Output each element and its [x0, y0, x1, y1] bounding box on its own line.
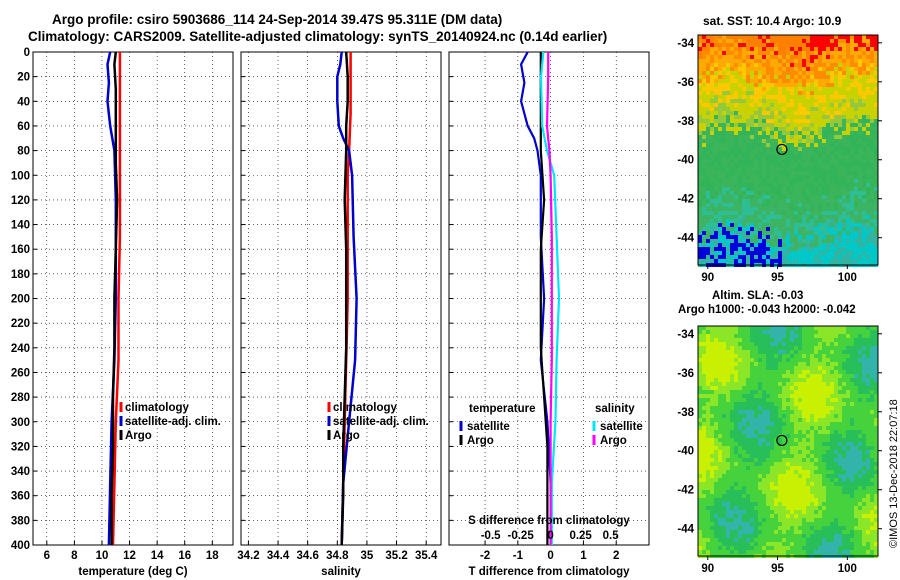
map-y-tick-label: -40	[677, 446, 694, 458]
y-tick-label: 200	[11, 294, 30, 306]
map-y-tick-label: -36	[677, 368, 694, 380]
x-tick-label: 10	[96, 550, 109, 562]
top-tick-label: 0.5	[603, 530, 620, 542]
y-tick-label: 120	[11, 195, 30, 207]
map-x-tick-label: 95	[771, 563, 784, 575]
sla-map-title-1: Altim. SLA: -0.03	[712, 290, 804, 302]
series-climatology	[111, 52, 122, 546]
legend-label: climatology	[125, 402, 190, 414]
y-tick-label: 20	[17, 72, 30, 84]
map-y-tick-label: -44	[677, 233, 694, 245]
y-tick-label: 160	[11, 244, 30, 256]
map-y-tick-label: -42	[677, 194, 694, 206]
legend-title-temperature: temperature	[469, 403, 535, 415]
series-satellite-adj-clim-	[336, 51, 358, 546]
legend-label: satellite-adj. clim.	[333, 416, 429, 428]
series-salinity-satellite	[539, 51, 561, 545]
series-temperature-satellite	[519, 51, 552, 545]
sst-map-frame	[697, 34, 879, 266]
sla-map-title-2: Argo h1000: -0.043 h2000: -0.042	[678, 304, 856, 316]
series-argo	[110, 51, 119, 545]
legend-label: Argo	[467, 435, 494, 447]
legend-label: satellite	[600, 421, 643, 433]
map-y-tick-label: -44	[677, 524, 694, 536]
legend-title-salinity: salinity	[595, 403, 635, 415]
x-axis-label: temperature (deg C)	[78, 566, 187, 578]
y-tick-label: 400	[11, 540, 30, 552]
top-axis-label: S difference from climatology	[468, 515, 630, 527]
y-tick-label: 100	[11, 170, 30, 182]
x-axis-label: salinity	[321, 566, 361, 578]
map-y-tick-label: -36	[677, 77, 694, 89]
y-tick-label: 180	[11, 269, 30, 281]
x-tick-label: 18	[206, 550, 219, 562]
y-tick-label: 340	[11, 466, 30, 478]
x-tick-label: 34.4	[267, 550, 290, 562]
series-salinity-argo	[545, 52, 553, 545]
map-y-tick-label: -42	[677, 485, 694, 497]
legend-label: Argo	[333, 430, 360, 442]
x-tick-label: 12	[123, 550, 136, 562]
y-tick-label: 280	[11, 392, 30, 404]
sla-map-frame	[697, 325, 879, 557]
x-tick-label: 34.2	[237, 550, 259, 562]
map-y-tick-label: -34	[677, 329, 694, 341]
sla-map-cells	[698, 326, 878, 558]
x-tick-label: 1	[580, 550, 587, 562]
legend-label: climatology	[333, 402, 398, 414]
y-tick-label: 60	[17, 121, 30, 133]
map-x-tick-label: 100	[838, 563, 857, 575]
x-tick-label: -1	[513, 550, 524, 562]
y-tick-label: 80	[17, 146, 30, 158]
map-x-tick-label: 90	[701, 272, 714, 284]
legend-label: Argo	[125, 430, 152, 442]
top-tick-label: 0	[547, 530, 553, 542]
x-tick-label: 34.6	[296, 550, 318, 562]
y-tick-label: 240	[11, 343, 30, 355]
x-tick-label: 16	[178, 550, 191, 562]
legend-label: Argo	[600, 435, 627, 447]
sst-map-title: sat. SST: 10.4 Argo: 10.9	[703, 14, 842, 28]
x-tick-label: 6	[44, 550, 50, 562]
y-tick-label: 300	[11, 417, 30, 429]
x-tick-label: 35.4	[415, 550, 438, 562]
x-tick-label: 34.8	[326, 550, 349, 562]
top-tick-label: -0.5	[481, 530, 501, 542]
x-tick-label: 2	[613, 550, 619, 562]
map-y-tick-label: -38	[677, 116, 694, 128]
x-tick-label: 35.2	[385, 550, 407, 562]
map-y-tick-label: -38	[677, 407, 694, 419]
title-line-2: Climatology: CARS2009. Satellite-adjuste…	[28, 29, 608, 44]
x-tick-label: -2	[480, 550, 490, 562]
y-tick-label: 360	[11, 491, 30, 503]
x-tick-label: 35	[361, 550, 374, 562]
y-tick-label: 260	[11, 367, 30, 379]
legend-label: satellite-adj. clim.	[125, 416, 221, 428]
map-x-tick-label: 100	[838, 272, 857, 284]
x-tick-label: 14	[151, 550, 164, 562]
float-position-marker	[776, 143, 788, 156]
title-line-1: Argo profile: csiro 5903686_114 24-Sep-2…	[52, 12, 503, 27]
x-tick-label: 8	[71, 550, 78, 562]
y-tick-label: 220	[11, 318, 30, 330]
x-axis-label: T difference from climatology	[468, 566, 630, 578]
map-y-tick-label: -34	[677, 38, 694, 50]
top-tick-label: -0.25	[508, 530, 535, 542]
y-tick-label: 380	[11, 515, 30, 527]
float-position-marker	[776, 434, 788, 447]
y-tick-label: 140	[11, 220, 30, 232]
y-tick-label: 320	[11, 441, 30, 453]
y-tick-label: 0	[24, 47, 30, 59]
x-tick-label: 0	[547, 550, 553, 562]
map-x-tick-label: 90	[701, 563, 714, 575]
legend-label: satellite	[467, 421, 510, 433]
map-x-tick-label: 95	[771, 272, 784, 284]
top-tick-label: 0.25	[569, 530, 592, 542]
sst-map-cells	[698, 35, 878, 267]
y-tick-label: 40	[17, 96, 30, 108]
series-argo	[340, 51, 349, 546]
map-y-tick-label: -40	[677, 155, 694, 167]
series-satellite-adj-clim-	[106, 51, 118, 546]
